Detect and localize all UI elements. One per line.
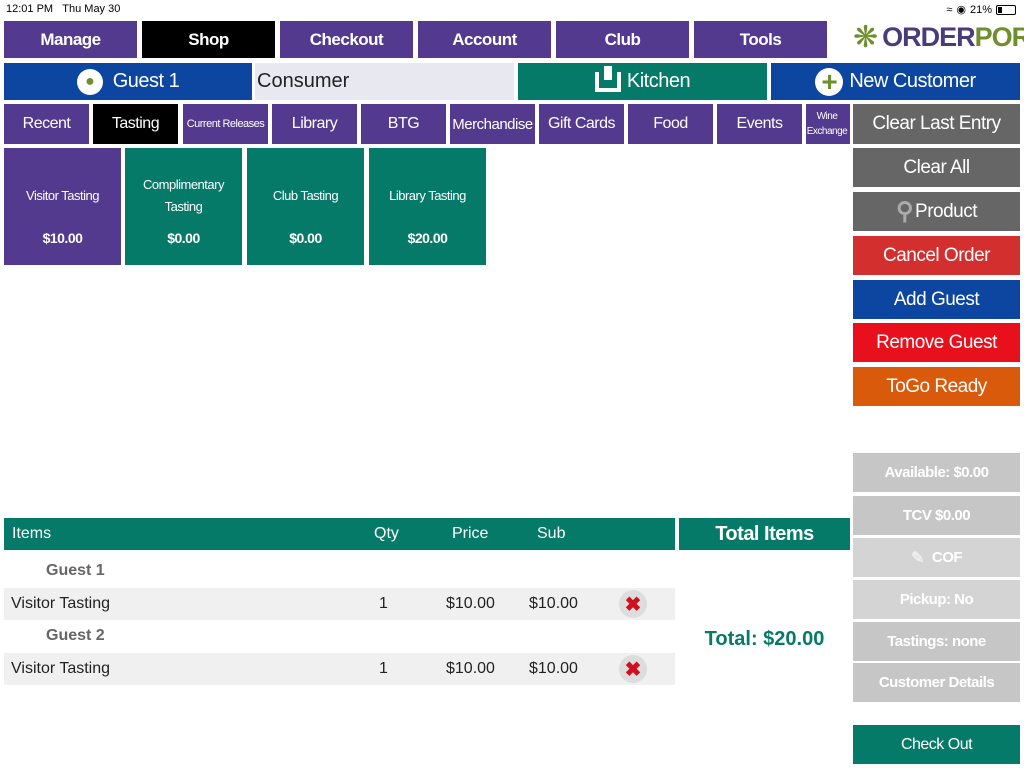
remove-item-icon[interactable]: ✖ (619, 655, 647, 683)
customer-details-button[interactable]: Customer Details (853, 663, 1020, 702)
product-price: $20.00 (407, 230, 448, 246)
product-name: Club Tasting (272, 188, 339, 203)
clear-last-entry-button[interactable]: Clear Last Entry (853, 104, 1020, 144)
product-tile-club-tasting[interactable]: Club Tasting $0.00 (247, 148, 364, 265)
category-wine-exchange[interactable]: Wine Exchange (806, 104, 850, 144)
category-library[interactable]: Library (272, 104, 357, 144)
item-sub: $10.00 (529, 595, 578, 612)
nav-club[interactable]: Club (556, 21, 689, 58)
order-total: Total: $20.00 (704, 628, 825, 650)
guest-selector[interactable]: ● Guest 1 (4, 63, 252, 100)
nav-shop[interactable]: Shop (142, 21, 275, 58)
remove-guest-button[interactable]: Remove Guest (853, 323, 1020, 362)
status-icons: ≈ ◉ 21% (946, 3, 1016, 16)
guest-label: Guest 1 (112, 70, 180, 92)
item-qty: 1 (379, 660, 388, 677)
item-name: Visitor Tasting (11, 660, 111, 677)
new-customer-button[interactable]: + New Customer (771, 63, 1020, 100)
logo-flower-icon: ❋ (853, 20, 879, 54)
tcv-value[interactable]: TCV $0.00 (853, 496, 1020, 535)
table-row[interactable]: Visitor Tasting 1 $10.00 $10.00 ✖ (4, 588, 675, 620)
product-name: Complimentary Tasting (143, 177, 224, 214)
nav-tools[interactable]: Tools (694, 21, 827, 58)
product-label: Product (915, 200, 978, 222)
item-qty: 1 (379, 595, 388, 612)
product-price: $0.00 (289, 230, 322, 246)
product-price: $0.00 (167, 230, 200, 246)
guest-group-header: Guest 1 (46, 562, 105, 579)
nav-checkout[interactable]: Checkout (280, 21, 413, 58)
status-time: 12:01 PM Thu May 30 (6, 3, 120, 15)
check-out-button[interactable]: Check Out (853, 725, 1020, 764)
item-price: $10.00 (446, 660, 495, 677)
orientation-lock-icon: ◉ (956, 4, 966, 16)
cof-button[interactable]: ✎ COF (853, 538, 1020, 577)
plus-icon: + (815, 67, 844, 96)
remove-item-icon[interactable]: ✖ (619, 590, 647, 618)
header-sub: Sub (537, 525, 566, 542)
header-items: Items (12, 525, 52, 542)
product-name: Library Tasting (389, 188, 466, 203)
order-table-header: Items Qty Price Sub (4, 518, 675, 550)
add-guest-button[interactable]: Add Guest (853, 280, 1020, 319)
total-items-header: Total Items (679, 518, 850, 550)
category-events[interactable]: Events (717, 104, 802, 144)
table-row[interactable]: Visitor Tasting 1 $10.00 $10.00 ✖ (4, 653, 675, 685)
product-tile-visitor-tasting[interactable]: Visitor Tasting $10.00 (4, 148, 121, 265)
user-icon: ● (76, 68, 103, 95)
category-current-releases[interactable]: Current Releases (183, 104, 268, 144)
category-recent[interactable]: Recent (4, 104, 89, 144)
category-gift-cards[interactable]: Gift Cards (539, 104, 624, 144)
category-tasting[interactable]: Tasting (93, 104, 178, 144)
cof-label: COF (931, 549, 963, 566)
category-food[interactable]: Food (628, 104, 713, 144)
item-price: $10.00 (446, 595, 495, 612)
new-customer-label: New Customer (849, 70, 976, 92)
tastings-info[interactable]: Tastings: none (853, 622, 1020, 661)
clear-all-button[interactable]: Clear All (853, 148, 1020, 187)
wifi-icon: ≈ (946, 3, 953, 16)
time: 12:01 PM (6, 3, 54, 15)
date: Thu May 30 (62, 3, 121, 15)
pickup-toggle[interactable]: Pickup: No (853, 580, 1020, 619)
kitchen-button[interactable]: Kitchen (518, 63, 767, 100)
guest-group-header: Guest 2 (46, 627, 105, 644)
product-tile-library-tasting[interactable]: Library Tasting $20.00 (369, 148, 486, 265)
product-price: $10.00 (42, 230, 83, 246)
category-btg[interactable]: BTG (361, 104, 446, 144)
item-sub: $10.00 (529, 660, 578, 677)
item-name: Visitor Tasting (11, 595, 111, 612)
kitchen-label: Kitchen (626, 70, 691, 92)
search-icon: ⚲ (895, 198, 914, 225)
kitchen-tray-icon (594, 65, 621, 92)
category-merchandise[interactable]: Merchandise (450, 104, 535, 144)
product-tile-complimentary-tasting[interactable]: Complimentary Tasting $0.00 (125, 148, 242, 265)
nav-manage[interactable]: Manage (4, 21, 137, 58)
orderport-logo: ❋ ORDERPORT (853, 20, 1024, 54)
cancel-order-button[interactable]: Cancel Order (853, 236, 1020, 275)
header-qty: Qty (374, 525, 399, 542)
nav-account[interactable]: Account (418, 21, 551, 58)
battery-percent: 21% (969, 3, 992, 16)
edit-icon: ✎ (910, 549, 924, 567)
available-balance[interactable]: Available: $0.00 (853, 453, 1020, 492)
togo-ready-button[interactable]: ToGo Ready (853, 367, 1020, 406)
header-price: Price (452, 525, 489, 542)
battery-icon (996, 4, 1016, 15)
product-name: Visitor Tasting (26, 188, 99, 203)
customer-type-field[interactable]: Consumer (255, 63, 514, 100)
product-search-button[interactable]: ⚲ Product (853, 192, 1020, 231)
